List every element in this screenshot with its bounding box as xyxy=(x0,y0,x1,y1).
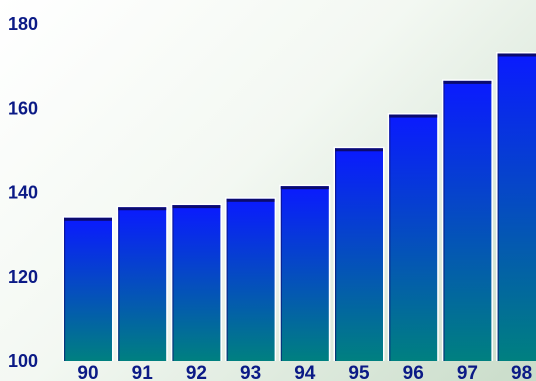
x-tick-label: 98 xyxy=(511,363,532,381)
bar-95 xyxy=(333,146,385,361)
bar-edge xyxy=(443,80,445,362)
y-tick-label: 100 xyxy=(8,351,38,371)
x-tick-label: 93 xyxy=(240,363,261,381)
bar xyxy=(118,207,167,361)
x-tick-label: 92 xyxy=(186,363,207,381)
x-axis: 90 91 92 93 94 95 96 97 98 xyxy=(77,363,532,381)
x-tick-label: 94 xyxy=(294,363,316,381)
bar-edge xyxy=(335,148,337,361)
bar xyxy=(335,148,383,361)
y-tick-label: 180 xyxy=(8,14,38,34)
bar-edge xyxy=(389,114,391,361)
bars xyxy=(62,51,536,362)
bar-edge xyxy=(497,53,499,362)
bar-edge xyxy=(118,207,120,361)
bar xyxy=(443,80,492,362)
bar-93 xyxy=(225,197,277,361)
bar-91 xyxy=(116,205,168,361)
bar-cap xyxy=(443,80,492,84)
bar xyxy=(497,53,536,362)
x-tick-label: 97 xyxy=(457,363,478,381)
bar xyxy=(64,217,112,361)
bar xyxy=(172,205,221,361)
y-tick-label: 140 xyxy=(8,183,38,203)
bar xyxy=(226,198,275,361)
x-tick-label: 95 xyxy=(348,363,370,381)
bar-cap xyxy=(64,217,112,221)
bar-92 xyxy=(170,203,222,361)
bar-edge xyxy=(64,217,66,361)
bar-edge xyxy=(172,205,174,361)
bar-cap xyxy=(118,207,167,211)
y-axis: 100 120 140 160 180 xyxy=(8,14,38,371)
bar-94 xyxy=(279,184,331,361)
bar-96 xyxy=(387,113,439,361)
bar-90 xyxy=(62,216,114,361)
y-tick-label: 160 xyxy=(8,98,38,118)
y-tick-label: 120 xyxy=(8,267,38,287)
bar-97 xyxy=(441,79,493,362)
bar-cap xyxy=(497,53,536,57)
bar-cap xyxy=(172,205,221,209)
bar xyxy=(280,186,329,361)
bar xyxy=(389,114,438,361)
x-tick-label: 91 xyxy=(132,363,154,381)
x-tick-label: 96 xyxy=(403,363,424,381)
bar-98 xyxy=(496,51,536,362)
bar-edge xyxy=(280,186,282,361)
bar-cap xyxy=(389,114,438,118)
x-tick-label: 90 xyxy=(77,363,98,381)
bar-cap xyxy=(226,198,275,202)
bar-cap xyxy=(335,148,383,152)
bar-cap xyxy=(280,186,329,190)
bar-edge xyxy=(226,198,228,361)
